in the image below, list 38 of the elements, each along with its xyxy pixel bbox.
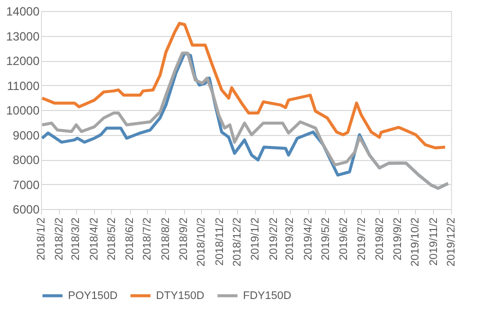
line-series bbox=[40, 22, 447, 150]
x-tick-label: 2019/5/2 bbox=[320, 218, 332, 260]
x-tick-label: 2019/1/2 bbox=[250, 218, 262, 260]
y-tick-label: 11000 bbox=[7, 78, 40, 93]
x-tick-label: 2018/7/2 bbox=[142, 218, 154, 260]
x-tick-label: 2018/6/2 bbox=[124, 218, 136, 260]
x-tick-label: 2019/12/2 bbox=[446, 218, 458, 266]
legend-label: DTY150D bbox=[156, 290, 204, 302]
x-tick-label: 2018/8/2 bbox=[160, 218, 172, 260]
y-tick-label: 14000 bbox=[6, 4, 40, 18]
x-tick-label: 2019/10/2 bbox=[410, 218, 422, 266]
x-tick-label: 2019/6/2 bbox=[338, 218, 350, 260]
x-tick-label: 2018/4/2 bbox=[88, 218, 100, 260]
y-tick-label: 13000 bbox=[6, 29, 40, 44]
x-tick-label: 2018/10/2 bbox=[196, 218, 208, 266]
x-tick-label: 2018/3/2 bbox=[70, 218, 82, 260]
x-tick-label: 2018/9/2 bbox=[178, 218, 190, 260]
x-tick-label: 2019/8/2 bbox=[374, 218, 386, 260]
y-tick-label: 6000 bbox=[12, 202, 40, 216]
line-series bbox=[40, 52, 450, 190]
x-tick-label: 2018/2/2 bbox=[54, 218, 66, 260]
y-tick-label: 10000 bbox=[6, 104, 40, 118]
y-tick-label: 8000 bbox=[12, 153, 40, 167]
legend-label: FDY150D bbox=[243, 290, 292, 302]
x-tick-label: 2019/3/2 bbox=[284, 218, 296, 260]
x-tick-label: 2018/12/2 bbox=[231, 218, 244, 266]
x-tick-label: 2019/4/2 bbox=[302, 218, 314, 260]
x-tick-label: 2018/1/2 bbox=[36, 218, 48, 260]
x-tick-label: 2019/2/2 bbox=[268, 218, 280, 260]
x-tick-label: 2018/5/2 bbox=[106, 218, 118, 260]
y-tick-label: 12000 bbox=[6, 54, 40, 68]
y-tick-label: 7000 bbox=[12, 178, 40, 192]
x-tick-label: 2018/11/2 bbox=[214, 218, 226, 266]
legend-label: POY150D bbox=[68, 290, 118, 302]
y-tick-label: 9000 bbox=[12, 128, 40, 142]
x-tick-label: 2019/7/2 bbox=[356, 218, 368, 260]
x-tick-label: 2019/9/2 bbox=[392, 218, 404, 260]
x-tick-label: 2019/11/2 bbox=[428, 218, 440, 266]
